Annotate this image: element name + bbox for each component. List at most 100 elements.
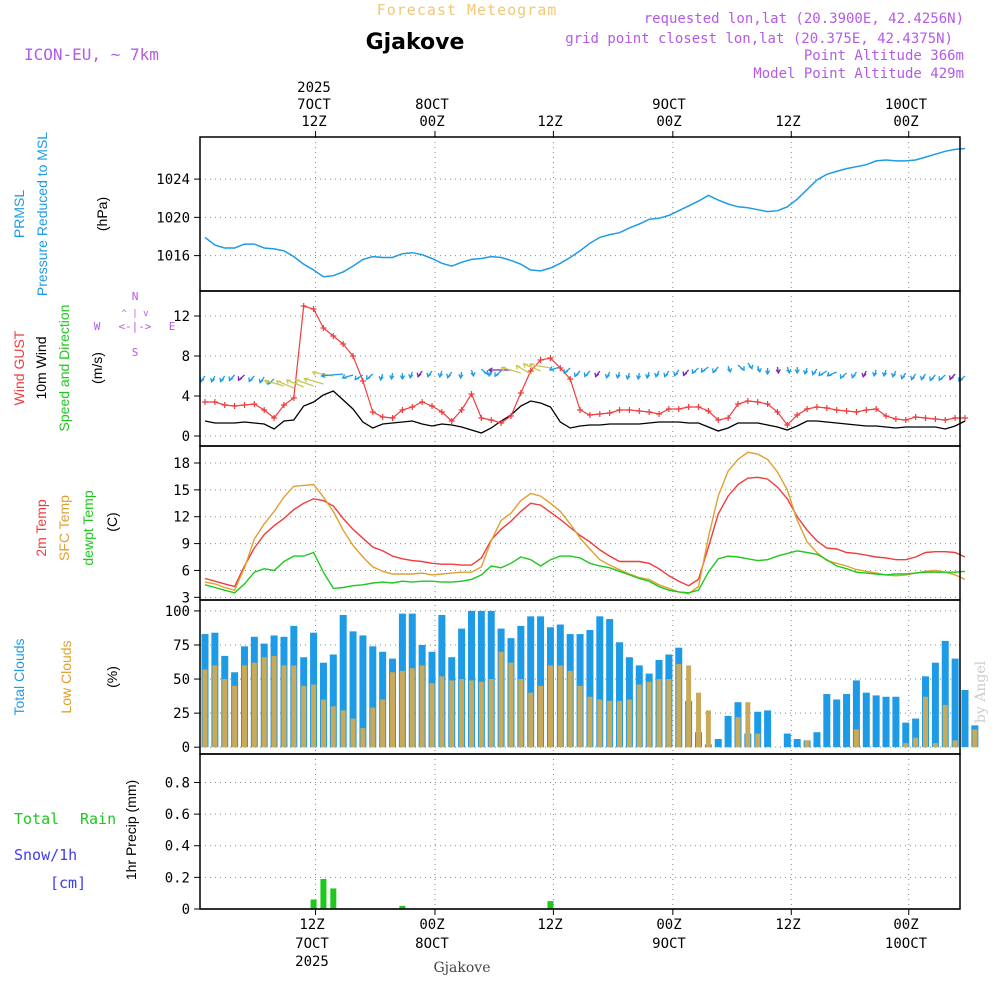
- data-layer: [199, 147, 979, 910]
- wind-arrow-head: [625, 374, 631, 381]
- snow-unit-label: [cm]: [50, 874, 86, 892]
- wind-direction-arrow: [523, 363, 541, 372]
- wind-unit-label: (m/s): [89, 352, 105, 384]
- pressure-line: [204, 147, 966, 278]
- wind-direction-arrow: [286, 379, 304, 388]
- total-cloud-bar: [931, 662, 939, 748]
- low-cloud-bar: [932, 743, 938, 748]
- low-cloud-bar: [301, 685, 307, 748]
- top-date-label: 7OCT: [297, 97, 331, 113]
- low-cloud-bar: [330, 706, 336, 748]
- wind-gust-point: [231, 403, 238, 409]
- low-cloud-bar: [508, 662, 514, 748]
- wind-gust-point: [636, 408, 643, 414]
- wind-arrow-head: [354, 375, 360, 381]
- wind-arrow-head: [775, 369, 781, 375]
- y-tick-label: 12: [173, 309, 190, 325]
- frame-layer: [199, 136, 961, 910]
- top-date-label: 9OCT: [652, 97, 686, 113]
- wind-gust-point: [409, 404, 416, 410]
- wind-gust-label: Wind GUST: [11, 330, 27, 405]
- wind-arrow-head: [416, 372, 422, 378]
- wind-arrow-head: [303, 377, 309, 383]
- bottom-hour-label: 00Z: [656, 917, 681, 933]
- low-cloud-bar: [547, 665, 553, 748]
- total-clouds-label: Total Clouds: [11, 638, 27, 715]
- wind-arrow-head: [850, 373, 856, 379]
- bottom-time-axis: 12Z 7OCT 2025 00Z 8OCT 12Z 00Z 9OCT 12Z …: [295, 917, 927, 970]
- pressure-msl-label: Pressure Reduced to MSL: [34, 132, 50, 296]
- low-cloud-bar: [528, 692, 534, 748]
- wind-arrow-head: [802, 369, 809, 376]
- wind-gust-point: [369, 409, 376, 415]
- top-hour-label: 12Z: [537, 114, 562, 130]
- total-cloud-bar: [941, 640, 949, 748]
- wind-arrow-head: [294, 378, 300, 384]
- low-cloud-bar: [459, 679, 465, 748]
- wind-arrow-head: [487, 371, 493, 378]
- wind-direction-arrow: [276, 380, 295, 389]
- y-tick-label: 1016: [156, 249, 190, 265]
- wind-gust-point: [202, 399, 208, 405]
- low-cloud-bar: [942, 704, 948, 748]
- wind-gust-point: [705, 408, 712, 414]
- compass-rose: N S W E <-|-> ^ | v: [94, 290, 176, 359]
- y-tick-label: 18: [173, 456, 190, 472]
- model-label: ICON-EU, ~ 7km: [24, 45, 159, 64]
- compass-vertical: ^ | v: [121, 309, 148, 319]
- wind-gust-point: [853, 409, 860, 415]
- low-cloud-bar: [696, 692, 701, 748]
- wind-gust-point: [685, 404, 692, 410]
- low-cloud-bar: [271, 655, 277, 748]
- low-cloud-bar: [350, 718, 356, 748]
- low-cloud-bar: [607, 700, 613, 748]
- wind-direction-arrow: [264, 379, 285, 387]
- wind-arrow-head: [938, 376, 944, 382]
- low-cloud-bar: [212, 665, 218, 748]
- y-tick-label: 0.6: [165, 807, 190, 823]
- precip-panel: [199, 753, 961, 910]
- wind-arrow-head: [548, 366, 554, 371]
- total-cloud-bar: [527, 616, 535, 748]
- total-cloud-bar: [477, 610, 485, 748]
- wind-gust-point: [310, 306, 317, 312]
- wind-arrow-head: [583, 372, 589, 378]
- wind-gust-point: [843, 408, 850, 414]
- wind-arrow-head: [794, 369, 800, 375]
- low-cloud-bar: [291, 665, 297, 748]
- total-label: Total: [14, 810, 59, 828]
- low-cloud-bar: [636, 684, 642, 748]
- wind-gust-point: [458, 407, 465, 413]
- prmsl-label: PRMSL: [11, 190, 27, 238]
- wind-gust-point: [478, 415, 485, 421]
- wind-arrow-head: [920, 375, 925, 381]
- top-hour-label: 00Z: [893, 114, 918, 130]
- rain-label: Rain: [80, 810, 116, 828]
- top-date-label: 10OCT: [885, 97, 928, 113]
- y-tick-label: 8: [182, 349, 190, 365]
- bottom-date-label: 9OCT: [652, 936, 686, 952]
- total-cloud-bar: [951, 658, 959, 748]
- wind-arrow-head: [891, 372, 897, 379]
- y-tick-label: 15: [173, 483, 190, 499]
- low-cloud-bar: [903, 743, 909, 748]
- wind-gust-point: [804, 406, 811, 412]
- wind-speed-dir-label: Speed and Direction: [56, 305, 72, 432]
- low-cloud-bar: [449, 680, 455, 748]
- y-tick-label: 0: [182, 740, 190, 756]
- wind-arrow-head: [563, 369, 569, 375]
- temp-2m-line: [204, 476, 966, 588]
- wind-arrow-head: [818, 371, 824, 377]
- bottom-hour-label: 12Z: [299, 917, 324, 933]
- total-cloud-bar: [882, 696, 890, 748]
- low-cloud-bar: [241, 665, 247, 748]
- wind-gust-point: [794, 412, 801, 418]
- low-cloud-bar: [478, 681, 484, 748]
- total-cloud-bar: [359, 635, 367, 748]
- wind-arrow-head: [615, 373, 621, 380]
- low-cloud-bar: [222, 679, 228, 748]
- total-cloud-bar: [823, 694, 831, 748]
- y-tick-label: 1024: [156, 172, 190, 188]
- y-tick-label: 6: [182, 563, 190, 579]
- wind-gust-point: [952, 415, 959, 421]
